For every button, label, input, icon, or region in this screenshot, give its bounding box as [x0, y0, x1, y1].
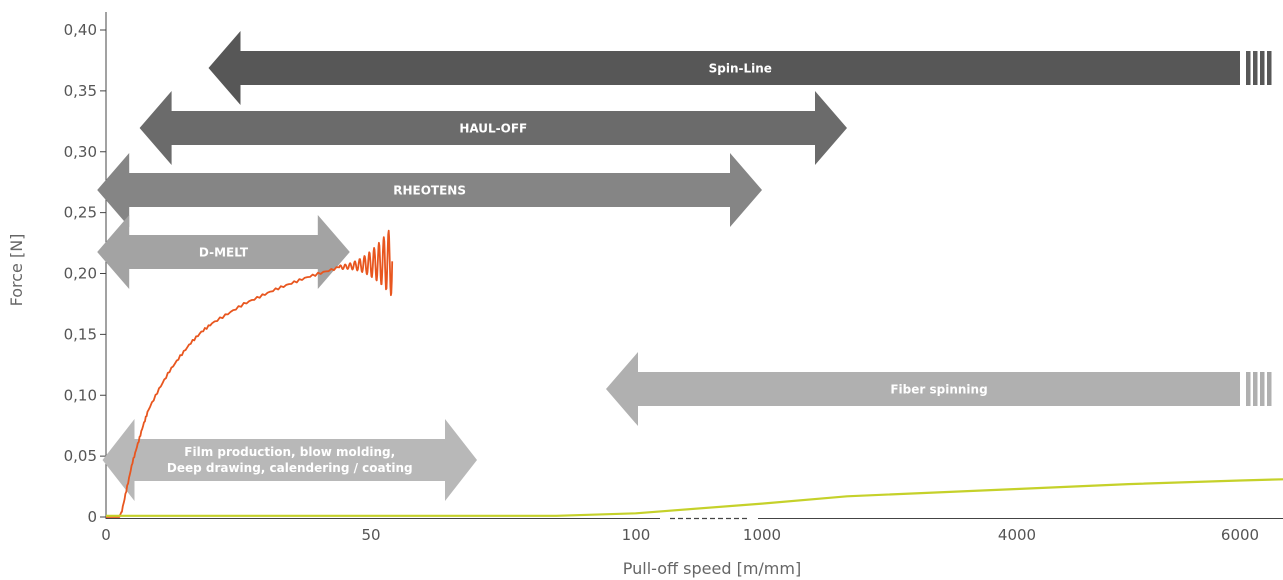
- range-arrow: [208, 31, 1240, 105]
- range-label: Fiber spinning: [890, 383, 987, 397]
- range-label: HAUL-OFF: [459, 122, 527, 136]
- range-band: Fiber spinning: [606, 352, 1272, 426]
- range-label: Deep drawing, calendering / coating: [167, 461, 413, 475]
- range-band: HAUL-OFF: [139, 91, 848, 165]
- y-tick-label: 0,10: [64, 386, 97, 404]
- x-tick-label: 1000: [743, 526, 781, 544]
- range-arrow: [97, 153, 762, 227]
- range-continuation-stripe: [1253, 372, 1258, 406]
- y-tick-label: 0,05: [64, 447, 97, 465]
- x-tick-label: 0: [101, 526, 111, 544]
- range-continuation-stripe: [1260, 51, 1265, 85]
- range-label: Film production, blow molding,: [184, 445, 395, 459]
- y-tick-label: 0,35: [64, 82, 97, 100]
- range-continuation-stripe: [1246, 372, 1251, 406]
- range-continuation-stripe: [1267, 51, 1272, 85]
- y-tick-label: 0,30: [64, 143, 97, 161]
- series-line: [106, 229, 394, 518]
- range-band: D-MELT: [97, 215, 350, 289]
- x-axis-title: Pull-off speed [m/mm]: [623, 559, 801, 578]
- range-arrow: [102, 419, 477, 501]
- range-arrow: [139, 91, 848, 165]
- series-line: [106, 478, 1283, 517]
- range-label: D-MELT: [199, 246, 249, 260]
- range-band: Film production, blow molding, Deep drawi…: [102, 419, 477, 501]
- y-tick-label: 0,40: [64, 21, 97, 39]
- range-continuation-stripe: [1260, 372, 1265, 406]
- x-tick-label: 50: [361, 526, 380, 544]
- x-tick-label: 6000: [1221, 526, 1259, 544]
- range-continuation-stripe: [1246, 51, 1251, 85]
- y-tick-label: 0,25: [64, 204, 97, 222]
- range-arrow: [97, 215, 350, 289]
- x-tick-label: 100: [622, 526, 651, 544]
- y-tick-label: 0: [87, 508, 97, 526]
- range-continuation-stripe: [1267, 372, 1272, 406]
- range-label: Spin-Line: [709, 62, 772, 76]
- range-label: RHEOTENS: [393, 184, 466, 198]
- y-tick-label: 0,15: [64, 325, 97, 343]
- range-continuation-stripe: [1253, 51, 1258, 85]
- x-tick-label: 4000: [998, 526, 1036, 544]
- range-band: RHEOTENS: [97, 153, 762, 227]
- range-arrow: [606, 352, 1240, 426]
- range-band: Spin-Line: [208, 31, 1272, 105]
- y-tick-label: 0,20: [64, 265, 97, 283]
- y-axis-title: Force [N]: [7, 234, 26, 307]
